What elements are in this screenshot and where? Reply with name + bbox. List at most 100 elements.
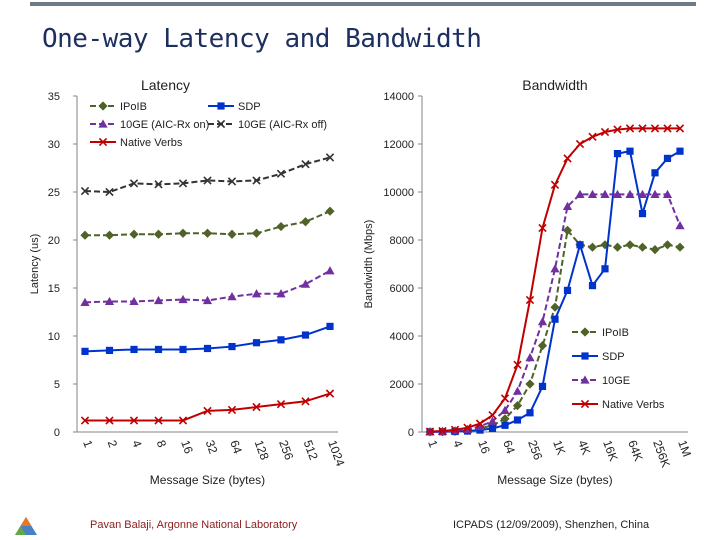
chart-1-legend-marker	[98, 101, 108, 111]
chart-2-data-point	[662, 189, 673, 198]
chart-1-xtick-label: 2	[105, 438, 121, 449]
chart-2-data-point	[563, 286, 572, 294]
chart-2-xtick-label: 256	[525, 438, 545, 462]
chart-2-legend-marker	[581, 352, 589, 360]
chart-1-ytick-label: 25	[48, 187, 60, 199]
slide-title: One-way Latency and Bandwidth	[42, 24, 482, 54]
chart-2-data-point	[488, 424, 497, 432]
chart-2-xtick-label: 64	[500, 438, 518, 456]
chart-2-ytick-label: 2000	[390, 379, 414, 391]
chart-2	[418, 95, 688, 437]
chart-1-legend-marker	[217, 102, 225, 110]
chart-1-legend-label: 10GE (AIC-Rx off)	[238, 119, 327, 131]
chart-1-legend-label: Native Verbs	[120, 137, 183, 149]
chart-2-data-point	[525, 379, 535, 389]
chart-1-legend-label: 10GE (AIC-Rx on)	[120, 119, 209, 131]
chart-2-ytick-label: 10000	[383, 187, 414, 199]
title-rule	[30, 2, 696, 6]
chart-2-data-point	[576, 241, 584, 249]
chart-2-data-point	[537, 341, 548, 351]
chart-1-legend-label: IPoIB	[120, 101, 147, 113]
chart-1-xtick-label: 512	[301, 438, 321, 462]
chart-1-data-point	[81, 347, 89, 355]
chart-1-data-point	[276, 399, 286, 409]
chart-2-xlabel: Message Size (bytes)	[497, 473, 612, 487]
chart-1-series-5	[80, 389, 335, 425]
chart-2-data-point	[612, 189, 623, 198]
chart-2-data-point	[512, 386, 523, 395]
chart-1-legend-marker	[216, 119, 226, 129]
chart-1-legend-label: SDP	[238, 101, 261, 113]
chart-2-data-point	[500, 405, 510, 414]
chart-1-data-point	[154, 345, 163, 354]
chart-1-data-point	[251, 289, 262, 298]
chart-1-xtick-label: 256	[276, 438, 296, 462]
chart-1-xlabel: Message Size (bytes)	[150, 473, 265, 487]
chart-2-ytick-label: 4000	[390, 331, 414, 343]
chart-2-data-point	[587, 242, 598, 252]
chart-2-data-point	[638, 124, 647, 133]
chart-1-series-line	[85, 392, 331, 422]
chart-1-ytick-label: 5	[54, 379, 60, 391]
chart-1-data-point	[202, 228, 213, 238]
chart-2-legend-marker	[580, 375, 590, 384]
chart-2-series-4	[425, 124, 685, 436]
chart-2-xtick-label: 4	[450, 438, 466, 449]
chart-1-data-point	[202, 295, 213, 305]
chart-2-data-point	[662, 240, 673, 250]
chart-2-data-point	[650, 124, 660, 133]
chart-1-xtick-label: 64	[227, 438, 245, 456]
chart-2-data-point	[613, 125, 622, 134]
chart-1-data-point	[129, 229, 139, 239]
chart-1-data-point	[277, 336, 285, 344]
chart-2-data-point	[637, 242, 648, 252]
chart-2-xtick-label: 1	[425, 438, 441, 449]
chart-2-data-point	[550, 180, 560, 189]
chart-2-data-point	[675, 242, 685, 252]
chart-2-data-point	[588, 132, 597, 141]
chart-2-data-point	[438, 426, 447, 436]
chart-1-data-point	[178, 416, 188, 425]
footer-venue: ICPADS (12/09/2009), Shenzhen, China	[453, 519, 650, 531]
chart-1-data-point	[325, 266, 335, 275]
chart-1-data-point	[154, 416, 163, 425]
chart-1-xtick-label: 16	[178, 438, 196, 456]
chart-1-data-point	[203, 406, 212, 416]
footer-author: Pavan Balaji, Argonne National Laborator…	[90, 519, 298, 531]
chart-2-data-point	[425, 427, 435, 436]
chart-1-data-point	[276, 169, 286, 178]
chart-2-data-point	[550, 302, 560, 312]
chart-2-data-point	[651, 169, 659, 177]
chart-1-data-point	[251, 228, 262, 238]
chart-2-data-point	[600, 189, 610, 198]
chart-2-data-point	[562, 201, 573, 210]
chart-2-data-point	[625, 189, 635, 198]
chart-2-ytick-label: 8000	[390, 235, 414, 247]
chart-1-data-point	[300, 217, 311, 227]
chart-1-data-point	[227, 292, 237, 301]
chart-1-ytick-label: 15	[48, 283, 60, 295]
chart-1-data-point	[227, 229, 237, 239]
chart-2-data-point	[475, 419, 485, 428]
chart-2-xtick-label: 16K	[600, 438, 620, 463]
chart-2-data-point	[637, 189, 648, 198]
chart-2-data-point	[487, 416, 498, 425]
chart-2-legend-label: SDP	[602, 351, 625, 363]
chart-2-data-point	[663, 124, 672, 133]
chart-2-data-point	[650, 245, 660, 255]
chart-1-data-point	[105, 187, 114, 197]
chart-1-data-point	[105, 346, 114, 354]
chart-1-ytick-label: 10	[48, 331, 60, 343]
chart-1-data-point	[179, 345, 187, 354]
chart-2-data-point	[562, 225, 573, 235]
chart-1-xtick-label: 32	[203, 438, 221, 456]
chart-2-data-point	[675, 124, 685, 133]
chart-2-data-point	[475, 421, 485, 431]
chart-1-data-point	[129, 296, 139, 306]
chart-2-legend-label: Native Verbs	[602, 399, 665, 411]
chart-2-data-point	[650, 189, 660, 198]
chart-1-xtick-label: 8	[154, 438, 170, 449]
chart-2-data-point	[626, 147, 634, 155]
chart-2-data-point	[625, 240, 635, 250]
